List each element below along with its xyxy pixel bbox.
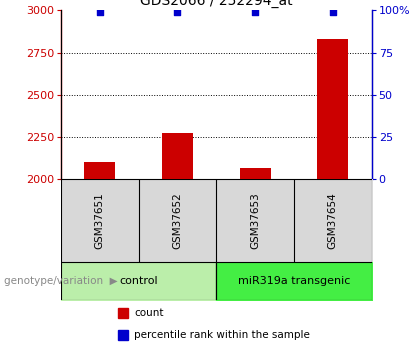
Text: GSM37653: GSM37653 — [250, 193, 260, 249]
Title: GDS2066 / 252294_at: GDS2066 / 252294_at — [140, 0, 293, 8]
Text: genotype/variation  ▶: genotype/variation ▶ — [4, 276, 118, 286]
Point — [330, 9, 336, 15]
Text: GSM37651: GSM37651 — [95, 193, 105, 249]
Text: control: control — [119, 276, 158, 286]
Text: GSM37654: GSM37654 — [328, 193, 338, 249]
Bar — [118, 330, 128, 339]
Bar — [162, 133, 193, 179]
Text: count: count — [134, 308, 164, 318]
Bar — [84, 162, 116, 179]
Point — [252, 9, 259, 15]
Point — [97, 9, 103, 15]
Text: GSM37652: GSM37652 — [173, 193, 182, 249]
Text: percentile rank within the sample: percentile rank within the sample — [134, 330, 310, 340]
Text: miR319a transgenic: miR319a transgenic — [238, 276, 350, 286]
Bar — [318, 39, 349, 179]
Bar — [118, 308, 128, 318]
Point — [174, 9, 181, 15]
Bar — [240, 168, 271, 179]
